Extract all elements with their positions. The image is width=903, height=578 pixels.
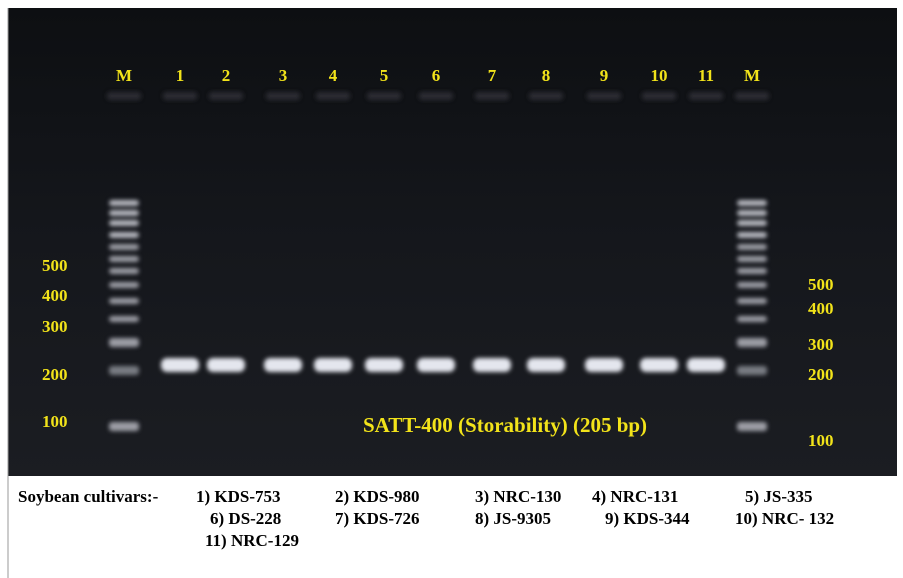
ladder-label: 500 bbox=[808, 275, 834, 294]
ladder-label: 400 bbox=[42, 286, 68, 305]
gel-figure: SATT-400 (Storability) (205 bp) M 1 2 3 4 5 6 7… bbox=[0, 0, 903, 578]
ladder-band bbox=[109, 232, 139, 238]
lane-label: M bbox=[744, 66, 760, 85]
band bbox=[527, 358, 565, 372]
ladder-band bbox=[109, 282, 139, 288]
ladder-label: 200 bbox=[808, 365, 834, 384]
caption-item: 5) JS-335 bbox=[745, 487, 813, 506]
caption-item: 6) DS-228 bbox=[210, 509, 281, 528]
ladder-label: 300 bbox=[42, 317, 68, 336]
caption-item: 3) NRC-130 bbox=[475, 487, 561, 506]
band bbox=[314, 358, 352, 372]
ladder-band bbox=[737, 366, 767, 375]
page: SATT-400 (Storability) (205 bp) M 1 2 3 4 5 6 7… bbox=[0, 0, 903, 578]
band bbox=[207, 358, 245, 372]
well bbox=[587, 92, 621, 100]
caption-item: 1) KDS-753 bbox=[196, 487, 281, 506]
ladder-band bbox=[109, 220, 139, 226]
ladder-label: 200 bbox=[42, 365, 68, 384]
ladder-band bbox=[109, 210, 139, 216]
ladder-band bbox=[109, 200, 139, 206]
well bbox=[266, 92, 300, 100]
ladder-band bbox=[109, 338, 139, 347]
ladder-band bbox=[737, 282, 767, 288]
lane-label: 4 bbox=[329, 66, 338, 85]
lane-label: 10 bbox=[651, 66, 668, 85]
gel bbox=[8, 8, 897, 476]
well bbox=[419, 92, 453, 100]
band bbox=[417, 358, 455, 372]
band bbox=[365, 358, 403, 372]
ladder-band bbox=[109, 422, 139, 431]
lane-label: 2 bbox=[222, 66, 231, 85]
band bbox=[585, 358, 623, 372]
ladder-label: 100 bbox=[808, 431, 834, 450]
ladder-band bbox=[109, 316, 139, 322]
well bbox=[316, 92, 350, 100]
lane-label: 7 bbox=[488, 66, 497, 85]
caption-item: 7) KDS-726 bbox=[335, 509, 420, 528]
well bbox=[689, 92, 723, 100]
ladder-band bbox=[109, 366, 139, 375]
lane-label: 8 bbox=[542, 66, 551, 85]
caption-item: 8) JS-9305 bbox=[475, 509, 551, 528]
band bbox=[640, 358, 678, 372]
ladder-band bbox=[109, 256, 139, 262]
gel-annotation: SATT-400 (Storability) (205 bp) bbox=[363, 413, 647, 437]
ladder-label: 300 bbox=[808, 335, 834, 354]
caption-item: 2) KDS-980 bbox=[335, 487, 420, 506]
well bbox=[107, 92, 141, 100]
ladder-band bbox=[737, 232, 767, 238]
well bbox=[529, 92, 563, 100]
ladder-band bbox=[737, 220, 767, 226]
ladder-band bbox=[109, 298, 139, 304]
caption-item: 10) NRC- 132 bbox=[735, 509, 834, 528]
band bbox=[264, 358, 302, 372]
ladder-band bbox=[737, 244, 767, 250]
lane-label: 1 bbox=[176, 66, 185, 85]
lane-label: 11 bbox=[698, 66, 714, 85]
caption-item: 11) NRC-129 bbox=[205, 531, 299, 550]
lane-label: 9 bbox=[600, 66, 609, 85]
band bbox=[687, 358, 725, 372]
ladder-band bbox=[737, 316, 767, 322]
lane-label: 3 bbox=[279, 66, 288, 85]
ladder-band bbox=[737, 256, 767, 262]
ladder-label: 400 bbox=[808, 299, 834, 318]
ladder-band bbox=[737, 422, 767, 431]
ladder-band bbox=[737, 338, 767, 347]
well bbox=[163, 92, 197, 100]
lane-label: 5 bbox=[380, 66, 389, 85]
lane-label: 6 bbox=[432, 66, 441, 85]
lane-label: M bbox=[116, 66, 132, 85]
well bbox=[367, 92, 401, 100]
well bbox=[735, 92, 769, 100]
band bbox=[473, 358, 511, 372]
ladder-label: 500 bbox=[42, 256, 68, 275]
well bbox=[475, 92, 509, 100]
well bbox=[209, 92, 243, 100]
ladder-band bbox=[737, 210, 767, 216]
ladder-band bbox=[737, 200, 767, 206]
caption-item: 9) KDS-344 bbox=[605, 509, 690, 528]
ladder-band bbox=[737, 268, 767, 274]
well bbox=[642, 92, 676, 100]
ladder-band bbox=[737, 298, 767, 304]
band bbox=[161, 358, 199, 372]
ladder-band bbox=[109, 268, 139, 274]
caption-item: 4) NRC-131 bbox=[592, 487, 678, 506]
ladder-band bbox=[109, 244, 139, 250]
caption-label: Soybean cultivars:- bbox=[18, 487, 159, 506]
ladder-label: 100 bbox=[42, 412, 68, 431]
